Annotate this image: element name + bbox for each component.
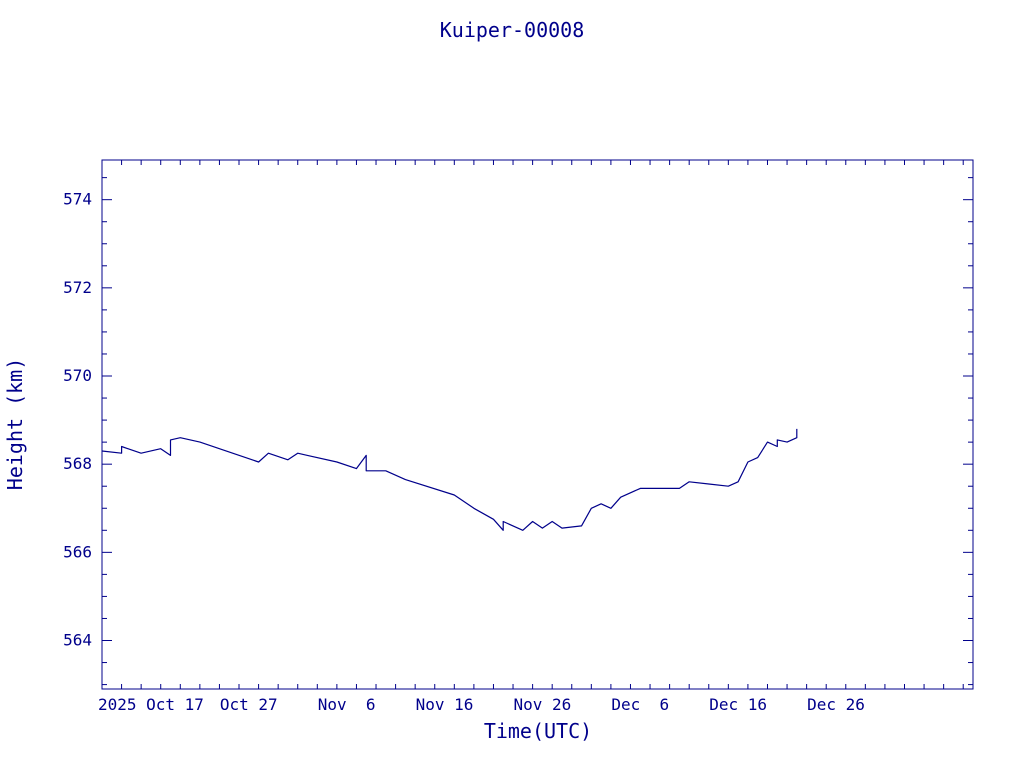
x-axis-label: Time(UTC)	[484, 719, 592, 743]
y-tick-label: 570	[63, 366, 92, 385]
x-tick-label: Dec 16	[709, 695, 767, 714]
x-tick-label: Nov 16	[416, 695, 474, 714]
y-axis: 564 566 568 570 572 574	[63, 177, 973, 686]
x-axis: 2025 Oct 17 Oct 27 Nov 6 Nov 16 Nov 26 Dec 6 D…	[98, 160, 964, 714]
y-tick-label: 568	[63, 454, 92, 473]
y-tick-label: 574	[63, 190, 92, 209]
x-tick-label: Nov 26	[513, 695, 571, 714]
x-tick-label: Oct 27	[220, 695, 278, 714]
y-tick-label: 572	[63, 278, 92, 297]
x-tick-label: Dec 6	[611, 695, 669, 714]
plot-frame	[101, 159, 974, 690]
series-line	[101, 428, 798, 531]
y-tick-label: 564	[63, 631, 92, 650]
y-axis-label: Height (km)	[3, 358, 27, 490]
x-tick-label: Nov 6	[318, 695, 376, 714]
y-tick-label: 566	[63, 542, 92, 561]
x-tick-label: Dec 26	[807, 695, 865, 714]
x-tick-label: 2025 Oct 17	[98, 695, 204, 714]
chart-title: Kuiper-00008	[440, 18, 585, 42]
